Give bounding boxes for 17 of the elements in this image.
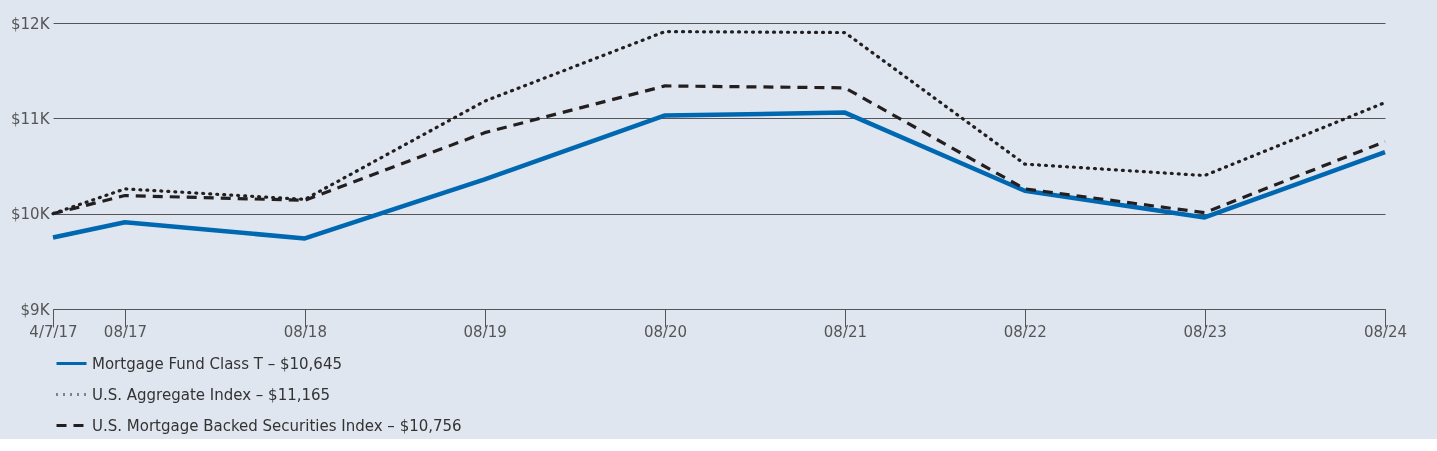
legend-label: Mortgage Fund Class T – $10,645 — [92, 354, 342, 373]
x-tick-label: 08/23 — [1183, 322, 1227, 341]
y-tick-label: $9K — [20, 300, 51, 319]
x-tick-label: 08/24 — [1363, 322, 1408, 341]
line-series — [50, 110, 1388, 241]
x-tick-label: 08/21 — [823, 322, 868, 341]
x-tick-label: 4/7/17 — [29, 322, 78, 341]
x-tick-label: 08/22 — [1003, 322, 1047, 341]
x-tick-label: 08/19 — [463, 322, 507, 341]
y-tick-label: $12K — [11, 14, 51, 33]
x-tick-label: 08/20 — [643, 322, 688, 341]
y-tick-label: $10K — [11, 205, 51, 224]
legend-label: U.S. Aggregate Index – $11,165 — [92, 385, 331, 404]
y-tick-label: $11K — [11, 109, 51, 128]
x-tick-label: 08/17 — [103, 322, 148, 341]
legend-label: U.S. Mortgage Backed Securities Index – $10,756 — [92, 416, 462, 435]
x-tick-label: 08/18 — [283, 322, 327, 341]
